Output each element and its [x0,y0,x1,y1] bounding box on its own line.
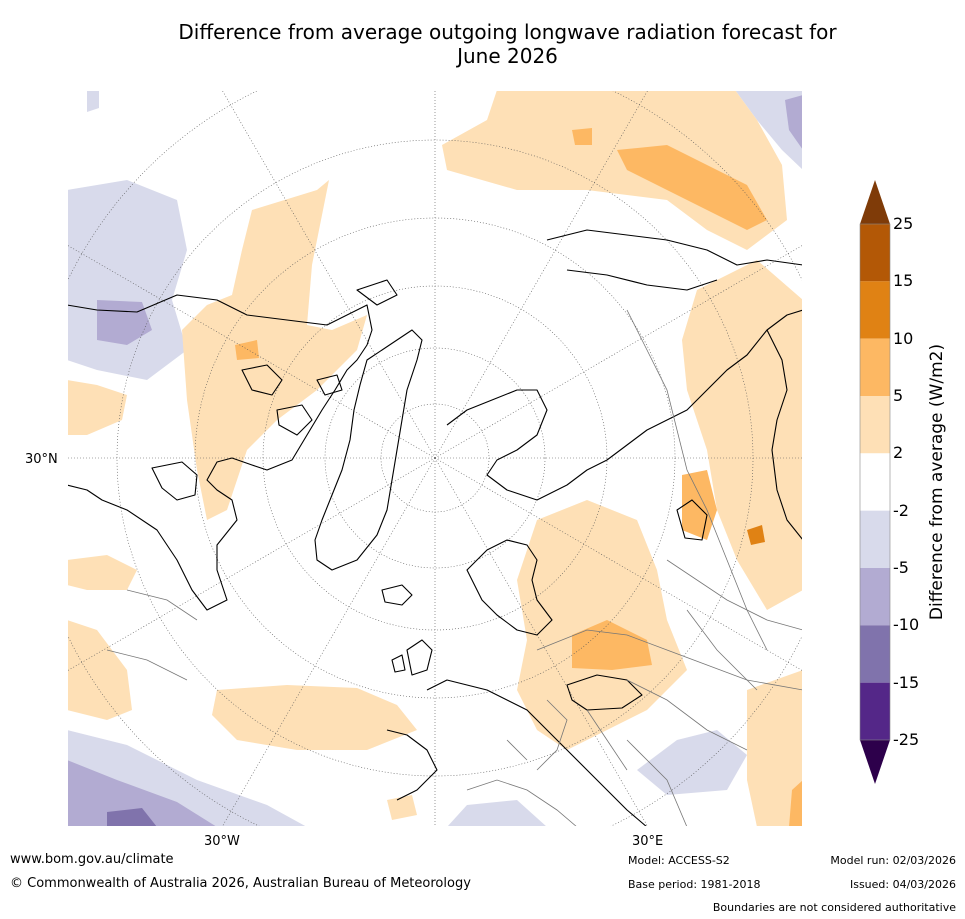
map-frame [67,90,803,827]
anomaly-neg-2-5-region [735,90,803,170]
boundary-line [626,309,768,651]
meridian-line [221,90,436,459]
anomaly-pos-2-5-region [182,180,367,520]
boundary-line [106,589,198,681]
anomaly-pos-10-15-region [747,525,765,545]
colorbar-band-neg10-neg15 [860,625,890,683]
footer-model: Model: ACCESS-S2 [628,854,730,867]
graticule [67,90,803,827]
anomaly-neg-5-10-region [785,95,803,150]
anomaly-neg-2-5-region [87,90,99,112]
colorbar-tick-label: -15 [893,672,920,692]
coastline-scandinavia [466,539,553,636]
anomaly-pos-2-5-region [682,260,803,610]
colorbar-label: Difference from average (W/m2) [927,343,947,621]
coastline-iceland [381,584,413,606]
colorbar-tick-label: 2 [893,443,904,463]
footer-base-period: Base period: 1981-2018 [628,878,761,891]
anomaly-neg-2-5-region [67,180,187,380]
meridian-line [434,457,649,827]
meridian-line [434,457,803,672]
title-line-2: June 2026 [457,44,558,68]
anomaly-pos-2-5-region [67,620,132,720]
colorbar-band-2-5 [860,396,890,454]
footer-issued: Issued: 04/03/2026 [849,878,956,891]
country-boundaries [106,309,803,827]
colorbar-outline [859,223,891,741]
colorbar-band-neg2-neg5 [860,510,890,568]
anomaly-neg-10-15-region [107,808,157,827]
footer-disclaimer: Boundaries are not considered authoritat… [712,901,956,914]
boundary-line [666,559,803,691]
coastline-british-isles [391,639,433,676]
anomaly-pos-2-5-region [67,380,127,435]
colorbar-extend-max [860,180,890,224]
anomaly-pos-5-10-region [235,340,259,360]
colorbar-extend-min [860,740,890,784]
colorbar-band-neutral [860,453,890,511]
meridian-line [434,244,803,459]
meridian-line [67,244,436,459]
positive-anomaly-regions [67,90,803,827]
colorbar-band-15-25 [860,224,890,282]
anomaly-neg-2-5-region [637,730,747,795]
colorbar-band-neg15-neg25 [860,682,890,740]
anomaly-pos-2-5-region [387,795,417,820]
coastline-eurasia-north [446,309,803,501]
longitude-label-30w: 30°W [204,834,240,849]
footer-website: www.bom.gov.au/climate [10,852,174,867]
colorbar [859,180,891,784]
colorbar-tick-label: -5 [893,558,909,577]
meridian-line [221,457,436,827]
chart-title: Difference from average outgoing longwav… [60,20,955,68]
anomaly-pos-5-10-region [682,470,717,540]
colorbar-band-5-10 [860,338,890,396]
meridian-line [67,457,436,672]
anomaly-pos-2-5-region [67,555,137,590]
anomaly-neg-5-10-region [67,760,217,827]
boundary-line [466,739,688,827]
coastline-north-america [67,294,373,611]
footer-copyright: © Commonwealth of Australia 2026, Austra… [10,876,471,891]
boundary-line [536,679,748,771]
polar-map [67,90,803,827]
latitude-circle [324,347,546,569]
anomaly-neg-2-5-region [447,800,547,827]
colorbar-tick-label: 10 [893,328,914,348]
coastline-europe-west [386,679,648,827]
colorbar-tick-label: -10 [893,615,920,635]
anomaly-pos-5-10-region [617,145,767,230]
coastline-pacific-east [766,329,803,541]
colorbar-tick-label: 5 [893,386,904,405]
meridian-line [434,90,649,459]
colorbar-tick-label: 15 [893,271,914,291]
colorbar-band-10-15 [860,281,890,339]
coastline-arctic-islands [241,279,398,436]
colorbar-band-neg5-neg10 [860,568,890,626]
footer-model-run: Model run: 02/03/2026 [830,854,956,867]
coastline-hudson-bay [151,461,198,501]
longitude-label-30e: 30°E [632,834,664,849]
coastlines [67,229,803,827]
anomaly-pos-5-10-region [572,620,652,670]
anomaly-pos-5-10-region [572,128,592,145]
coastline-black-caspian [566,499,708,711]
anomaly-pos-2-5-region [747,670,803,827]
anomaly-pos-2-5-region [212,685,417,750]
colorbar-tick-label: -2 [893,500,909,520]
colorbar-tick-label: 25 [893,214,914,233]
coastline-siberia-north [546,229,803,291]
anomaly-pos-2-5-region [442,90,787,250]
latitude-label-30n: 30°N [25,452,58,467]
title-line-1: Difference from average outgoing longwav… [178,20,837,44]
anomaly-pos-5-10-region [789,780,803,827]
colorbar-tick-label: -25 [893,730,920,749]
coastline-greenland [314,329,423,571]
